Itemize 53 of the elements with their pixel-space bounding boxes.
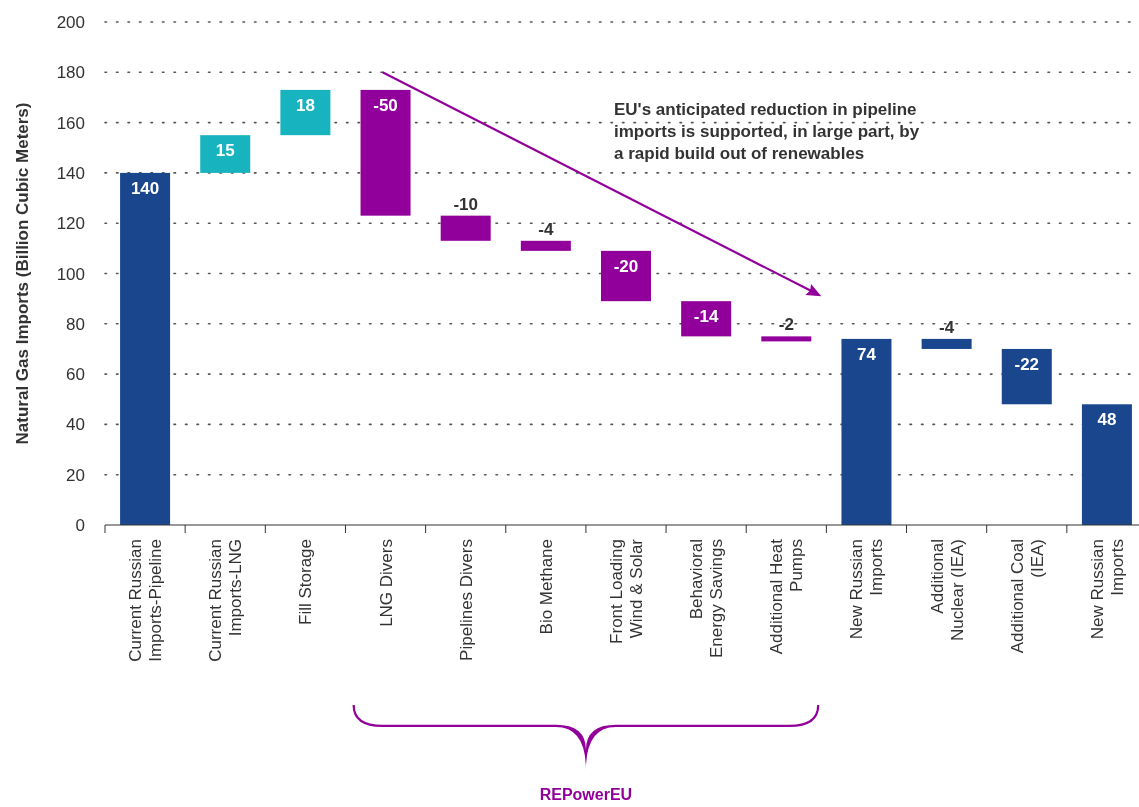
x-tick-label: Front Loading Wind & Solar [607, 538, 646, 644]
bar [761, 336, 812, 342]
bar [601, 250, 651, 302]
bar [280, 89, 331, 136]
data-label: -4 [939, 317, 955, 337]
data-label: -10 [453, 194, 478, 214]
x-tick-label: Current Russian Imports-LNG [206, 539, 246, 662]
y-tick-label: 120 [56, 214, 85, 234]
x-tick-label: Behavioral Energy Savings [687, 539, 727, 659]
y-tick-label: 20 [66, 465, 85, 485]
x-tick-label: Pipelines Divers [456, 539, 476, 661]
x-tick-label: Fill Storage [296, 539, 316, 625]
bar [120, 172, 171, 525]
y-tick-label: 40 [66, 415, 85, 435]
y-tick-label: 140 [56, 163, 85, 183]
y-tick-label: 180 [56, 63, 85, 83]
y-tick-label: 60 [66, 365, 85, 385]
x-tick-label: New Russian Imports [1087, 539, 1127, 640]
bar [1001, 348, 1052, 405]
y-axis-title: Natural Gas Imports (Billion Cubic Meters) [13, 102, 32, 445]
data-label: 74 [857, 344, 877, 364]
data-label: -14 [693, 307, 719, 327]
x-tick-label: LNG Divers [376, 539, 396, 627]
x-tick-label: Current Russian Imports-Pipeline [126, 539, 166, 662]
x-tick-label: New Russian Imports [847, 539, 887, 640]
y-tick-label: 200 [56, 13, 85, 32]
x-tick-label: Bio Methane [536, 539, 556, 635]
x-tick-label: Additional Coal (IEA) [1007, 539, 1047, 654]
bar [921, 338, 972, 349]
annotation: EU's anticipated reduction in pipeline imports is supported, in large part, by a rapid build out of renewables [614, 100, 920, 164]
x-tick-label: Additional Heat Pumps [767, 538, 807, 655]
bar [520, 240, 571, 251]
data-label: 18 [295, 95, 315, 115]
bar [200, 135, 251, 173]
data-label: 48 [1097, 410, 1117, 430]
data-label: -50 [373, 95, 398, 115]
bar [841, 338, 892, 525]
data-label: 15 [215, 141, 235, 161]
data-label: -2 [778, 315, 794, 335]
data-label: -20 [613, 256, 639, 276]
data-label: -4 [538, 219, 554, 239]
bar [360, 89, 411, 216]
y-tick-label: 100 [56, 264, 85, 284]
bar [440, 215, 491, 241]
y-tick-label: 160 [56, 113, 85, 133]
y-tick-label: 0 [75, 516, 85, 535]
y-tick-label: 80 [66, 314, 85, 334]
bar [1081, 404, 1132, 525]
x-tick-label: Additional Nuclear (IEA) [927, 539, 967, 642]
bar [681, 301, 732, 337]
data-label: 140 [130, 178, 160, 198]
data-label: -22 [1014, 354, 1040, 374]
text: REPowerEU [539, 786, 633, 803]
